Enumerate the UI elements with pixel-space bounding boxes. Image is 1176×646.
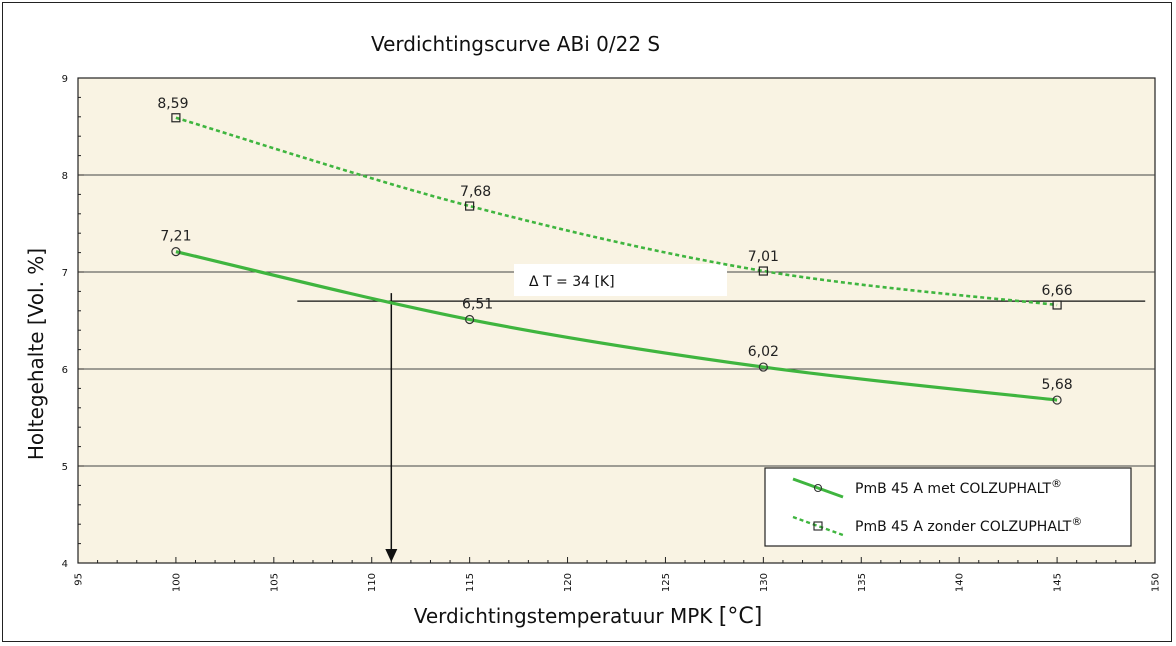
legend-box: [764, 467, 1132, 547]
chart-title: Verdichtingscurve ABi 0/22 S: [371, 32, 661, 56]
series-2-data-label-1: 8,59: [157, 96, 188, 112]
series-2-marker-4: [1052, 300, 1062, 310]
x-tick-label-100: 100: [171, 573, 182, 592]
x-tick-label-110: 110: [367, 573, 378, 592]
y-tick-label-6: 6: [62, 365, 68, 376]
delta-t-label: Δ T = 34 [K]: [529, 274, 615, 290]
x-tick-label-145: 145: [1053, 573, 1064, 592]
y-tick-label-8: 8: [62, 171, 68, 182]
series-1-data-label-4: 5,68: [1042, 377, 1073, 393]
series-1-data-label-2: 6,51: [462, 297, 493, 313]
series-line-2: [175, 116, 1058, 307]
arrow-head: [385, 549, 398, 562]
series-2-data-label-2: 7,68: [460, 184, 491, 200]
series-2-data-label-4: 6,66: [1042, 283, 1073, 299]
x-tick-label-115: 115: [465, 573, 476, 592]
legend-swatch-1: [792, 477, 844, 499]
x-axis-unit: [°C]: [718, 604, 763, 629]
series-1-data-label-1: 7,21: [160, 229, 191, 245]
series-2-marker-2: [465, 201, 475, 211]
legend-label-2-name: PmB 45 A zonder COLZUPHALT: [855, 519, 1072, 535]
y-tick-label-7: 7: [62, 268, 68, 279]
legend: PmB 45 A met COLZUPHALT®PmB 45 A zonder …: [764, 467, 1132, 547]
y-tick-label-9: 9: [62, 74, 68, 85]
x-tick-label-150: 150: [1151, 573, 1162, 592]
series-2-data-label-3: 7,01: [748, 249, 779, 265]
series-1-marker-1: [171, 247, 181, 257]
y-tick-label-4: 4: [62, 559, 68, 570]
x-tick-label-105: 105: [269, 573, 280, 592]
x-tick-label-125: 125: [661, 573, 672, 592]
delta-t-label-box: [514, 264, 727, 296]
x-tick-label-130: 130: [759, 573, 770, 592]
series-2-marker-1: [171, 113, 181, 123]
x-tick-label-120: 120: [563, 573, 574, 592]
series-2-marker-3: [758, 266, 768, 276]
series-1-marker-3: [758, 362, 768, 372]
legend-label-2-sup: ®: [1071, 515, 1082, 528]
legend-label-1-name: PmB 45 A met COLZUPHALT: [855, 481, 1051, 497]
series-line-1: [175, 250, 1058, 402]
x-tick-label-135: 135: [857, 573, 868, 592]
y-tick-label-5: 5: [62, 462, 68, 473]
legend-marker-1: [813, 483, 823, 493]
x-tick-label-140: 140: [955, 573, 966, 592]
legend-swatch-2: [792, 515, 844, 537]
x-tick-label-95: 95: [74, 573, 85, 586]
series-1-marker-4: [1052, 395, 1062, 405]
series-1-marker-2: [465, 314, 475, 325]
legend-label-1: PmB 45 A met COLZUPHALT®: [855, 477, 1062, 497]
legend-marker-2: [813, 521, 823, 531]
x-axis-label: Verdichtingstemperatuur MPK [°C]: [0, 604, 1176, 629]
x-axis-label-text: Verdichtingstemperatuur MPK: [413, 604, 713, 628]
legend-label-2: PmB 45 A zonder COLZUPHALT®: [855, 515, 1082, 535]
series-1-data-label-3: 6,02: [748, 344, 779, 360]
legend-label-1-sup: ®: [1051, 477, 1062, 490]
